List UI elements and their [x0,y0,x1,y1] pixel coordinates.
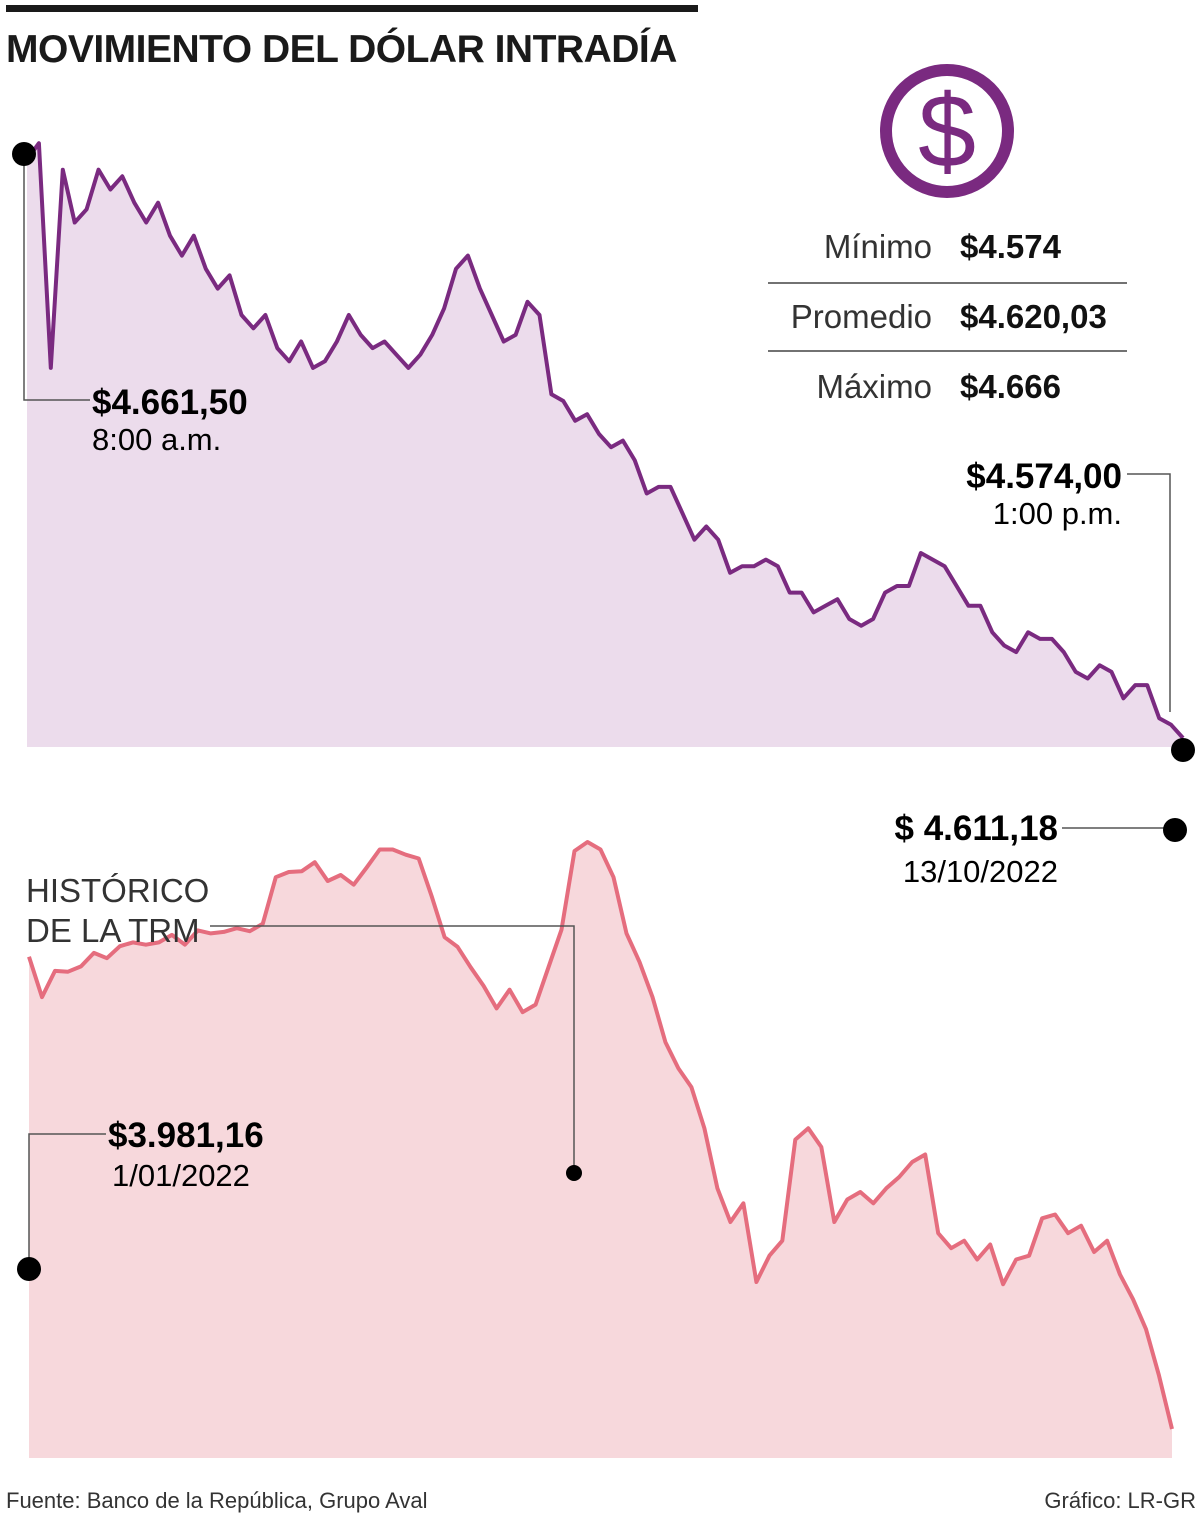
intraday-end-value: $4.574,00 [966,457,1122,496]
trm-line [27,840,1174,1430]
trm-start-annotation: $3.981,16 1/01/2022 [17,1116,264,1281]
intraday-end-annotation: $4.574,00 1:00 p.m. [966,457,1195,762]
trm-peak-point [566,1165,582,1181]
trm-label-line1: HISTÓRICO [26,872,209,909]
stats-table: Mínimo $4.574 Promedio $4.620,03 Máximo … [768,228,1127,405]
trm-start-point [17,1257,41,1281]
dollar-icon: $ [880,64,1014,198]
trm-end-point [1163,818,1187,842]
svg-text:$: $ [918,74,976,190]
intraday-end-time: 1:00 p.m. [993,496,1122,531]
intraday-start-point [12,142,36,166]
intraday-chart [25,141,1185,747]
trm-start-date: 1/01/2022 [112,1158,250,1193]
trm-chart [27,840,1174,1458]
trm-label-annotation: HISTÓRICO DE LA TRM [26,872,582,1181]
footer-credit: Gráfico: LR-GR [1044,1488,1196,1513]
max-value: $4.666 [960,368,1061,405]
min-value: $4.574 [960,228,1062,265]
title-bar-rule [6,5,698,12]
trm-end-date: 13/10/2022 [903,854,1058,889]
page-title: MOVIMIENTO DEL DÓLAR INTRADÍA [6,28,677,71]
intraday-line [25,141,1185,740]
trm-end-value: $ 4.611,18 [895,809,1059,848]
min-label: Mínimo [824,228,932,265]
intraday-start-value: $4.661,50 [92,383,248,422]
intraday-end-point [1171,738,1195,762]
max-label: Máximo [816,368,932,405]
footer-source: Fuente: Banco de la República, Grupo Ava… [6,1488,428,1513]
trm-end-annotation: $ 4.611,18 13/10/2022 [895,809,1187,889]
trm-area [29,842,1172,1458]
intraday-area [27,143,1183,747]
trm-start-value: $3.981,16 [108,1116,264,1155]
intraday-start-time: 8:00 a.m. [92,422,221,457]
trm-label-line2: DE LA TRM [26,912,200,949]
avg-value: $4.620,03 [960,298,1107,335]
intraday-start-annotation: $4.661,50 8:00 a.m. [12,142,248,457]
avg-label: Promedio [791,298,932,335]
